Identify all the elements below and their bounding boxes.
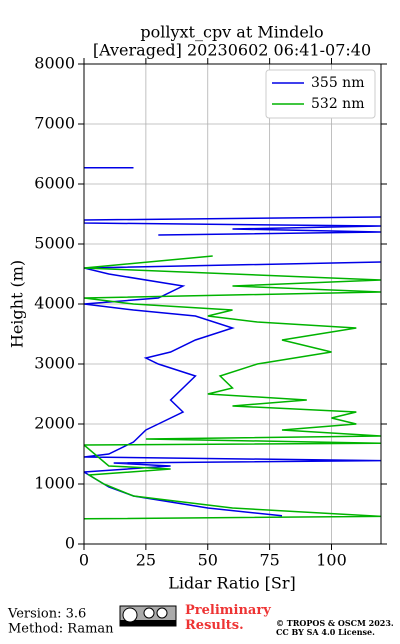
notice: Preliminary Results.	[185, 603, 271, 633]
version: Version: 3.6	[7, 607, 86, 622]
method: Method: Raman	[8, 622, 114, 637]
y-tick-label: 1000	[34, 474, 75, 493]
x-tick-label: 100	[316, 551, 347, 570]
x-axis-label: Lidar Ratio [Sr]	[168, 574, 296, 593]
copyright: © TROPOS & OSCM 2023.	[276, 618, 394, 628]
license: CC BY SA 4.0 License.	[276, 627, 375, 637]
y-tick-label: 5000	[34, 234, 75, 253]
profile-line	[84, 167, 381, 517]
y-tick-label: 3000	[34, 354, 75, 373]
chart-title: pollyxt_cpv at Mindelo	[140, 23, 323, 42]
legend-box	[265, 69, 376, 119]
y-tick-label: 8000	[34, 54, 75, 73]
x-tick-label: 75	[259, 551, 279, 570]
cc-logo	[119, 605, 177, 627]
y-tick-label: 6000	[34, 174, 75, 193]
x-tick-label: 50	[198, 551, 218, 570]
y-tick-label: 0	[65, 534, 75, 553]
y-tick-label: 7000	[34, 114, 75, 133]
plot-area: 0 25 50 75 100010002000300040005000600070008…	[34, 54, 387, 570]
legend-label: 355 nm	[311, 75, 364, 91]
legend: 355 nm 532 nm	[265, 69, 376, 119]
x-tick-label: 25	[136, 551, 156, 570]
y-tick-label: 4000	[34, 294, 75, 313]
profile-line	[84, 255, 381, 520]
chart-subtitle: [Averaged] 20230602 06:41-07:40	[93, 41, 371, 60]
axes-frame	[83, 63, 382, 545]
y-axis-label: Height (m)	[8, 260, 27, 348]
legend-label: 532 nm	[311, 96, 364, 112]
y-tick-label: 2000	[34, 414, 75, 433]
x-tick-label: 0	[79, 551, 89, 570]
